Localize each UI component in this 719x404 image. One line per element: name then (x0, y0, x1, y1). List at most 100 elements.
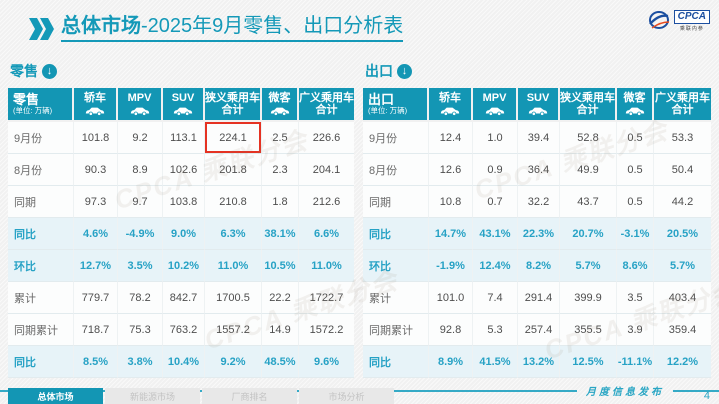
value-cell: 12.7% (74, 250, 118, 282)
value-cell: 8.2% (518, 250, 560, 282)
row-label: 同期 (8, 186, 74, 218)
page-title: 总体市场-2025年9月零售、出口分析表 (61, 15, 404, 42)
value-cell: 403.4 (654, 282, 711, 314)
value-cell: 10.5% (262, 250, 299, 282)
value-cell: 53.3 (654, 122, 711, 154)
value-cell: 6.6% (299, 218, 354, 250)
mpv-icon (130, 105, 150, 116)
value-cell: 257.4 (518, 314, 560, 346)
value-cell: 22.3% (518, 218, 560, 250)
value-cell: 5.7% (560, 250, 617, 282)
value-cell: 210.8 (205, 186, 262, 218)
page-title-primary: 总体市场 (61, 15, 141, 37)
header-unit-note: (单位: 万辆) (368, 106, 408, 116)
row-label: 9月份 (363, 122, 429, 154)
slide-tab-市场分析[interactable]: 市场分析 (299, 388, 394, 404)
header-column-sublabel: 合计 (221, 104, 244, 116)
value-cell: 101.8 (74, 122, 118, 154)
value-cell: 12.6 (429, 154, 473, 186)
suv-icon (173, 105, 193, 116)
value-cell: 49.9 (560, 154, 617, 186)
value-cell: 8.5% (74, 346, 118, 378)
value-cell: 8.9% (429, 346, 473, 378)
down-arrow-circle-icon: ↓ (42, 63, 57, 79)
value-cell: 14.9 (262, 314, 299, 346)
value-cell: 90.3 (74, 154, 118, 186)
header-cell-mpv-icon: MPV (118, 88, 163, 122)
header-column-sublabel: 合计 (576, 104, 599, 116)
value-cell: -11.1% (617, 346, 654, 378)
row-label: 同期累计 (8, 314, 74, 346)
slide-tab-厂商排名[interactable]: 厂商排名 (202, 388, 297, 404)
export-table-grid: 出口 (单位: 万辆) 轿车 MPV SUV 狭义乘用车 合计 微客 广义乘用车 合计 9月份 12.… (363, 88, 711, 378)
header-column-label: SUV (171, 91, 195, 104)
value-cell: 6.3% (205, 218, 262, 250)
header-cell-suv-icon: SUV (518, 88, 560, 122)
value-cell: -4.9% (118, 218, 163, 250)
cpca-logo: CPCA 乘联内参 (647, 10, 710, 32)
value-cell: 9.2% (205, 346, 262, 378)
value-cell: 5.7% (654, 250, 711, 282)
value-cell: 101.0 (429, 282, 473, 314)
value-cell: 1557.2 (205, 314, 262, 346)
slide-tab-总体市场[interactable]: 总体市场 (8, 388, 103, 404)
cpca-logo-subtitle: 乘联内参 (679, 26, 704, 32)
value-cell: 4.6% (74, 218, 118, 250)
value-cell: 48.5% (262, 346, 299, 378)
double-chevron-right-icon (29, 17, 54, 40)
header-cell-mpv-icon: MPV (473, 88, 518, 122)
value-cell: 41.5% (473, 346, 518, 378)
row-label: 累计 (8, 282, 74, 314)
value-cell: 3.8% (118, 346, 163, 378)
row-label: 环比 (363, 250, 429, 282)
page-number: 4 (703, 390, 710, 402)
value-cell: 113.1 (163, 122, 205, 154)
value-cell: 22.2 (262, 282, 299, 314)
slide-tab-新能源市场[interactable]: 新能源市场 (105, 388, 200, 404)
value-cell: 763.2 (163, 314, 205, 346)
page-title-secondary: -2025年9月零售、出口分析表 (141, 15, 404, 37)
header-cell-suv-icon: SUV (163, 88, 205, 122)
header-unit-note: (单位: 万辆) (13, 106, 53, 116)
header-cell-total: 广义乘用车 合计 (299, 88, 354, 122)
value-cell: 212.6 (299, 186, 354, 218)
row-label: 同比 (8, 346, 74, 378)
header-column-label: 微客 (268, 91, 291, 104)
slide-tab-bar: 总体市场 新能源市场 厂商排名 市场分析 (8, 388, 394, 404)
value-cell: 9.2 (118, 122, 163, 154)
value-cell: 0.5 (617, 122, 654, 154)
value-cell: 43.7 (560, 186, 617, 218)
value-cell: 3.5 (617, 282, 654, 314)
value-cell: 2.5 (262, 122, 299, 154)
value-cell: 43.1% (473, 218, 518, 250)
value-cell: 9.7 (118, 186, 163, 218)
microvan-icon (270, 105, 290, 116)
value-cell: 50.4 (654, 154, 711, 186)
highlighted-value-cell: 224.1 (205, 122, 262, 154)
down-arrow-circle-icon: ↓ (397, 63, 412, 79)
publication-label: 月度信息发布 (586, 387, 664, 398)
header-cell-title: 零售 (单位: 万辆) (8, 88, 74, 122)
value-cell: 103.8 (163, 186, 205, 218)
header-column-label: 轿车 (439, 91, 461, 104)
retail-section-text: 零售 (10, 63, 38, 79)
header-column-sublabel: 合计 (315, 104, 338, 116)
value-cell: 359.4 (654, 314, 711, 346)
value-cell: 0.5 (617, 186, 654, 218)
value-cell: 1.0 (473, 122, 518, 154)
value-cell: 0.7 (473, 186, 518, 218)
value-cell: 718.7 (74, 314, 118, 346)
value-cell: 20.5% (654, 218, 711, 250)
header-column-label: MPV (127, 91, 152, 104)
value-cell: 102.6 (163, 154, 205, 186)
value-cell: 9.0% (163, 218, 205, 250)
value-cell: 1572.2 (299, 314, 354, 346)
value-cell: -1.9% (429, 250, 473, 282)
value-cell: 11.0% (205, 250, 262, 282)
row-label: 8月份 (363, 154, 429, 186)
header-cell-sedan-icon: 轿车 (429, 88, 473, 122)
value-cell: 5.3 (473, 314, 518, 346)
value-cell: 0.5 (617, 154, 654, 186)
cpca-logo-text: CPCA (673, 10, 710, 24)
value-cell: 226.6 (299, 122, 354, 154)
